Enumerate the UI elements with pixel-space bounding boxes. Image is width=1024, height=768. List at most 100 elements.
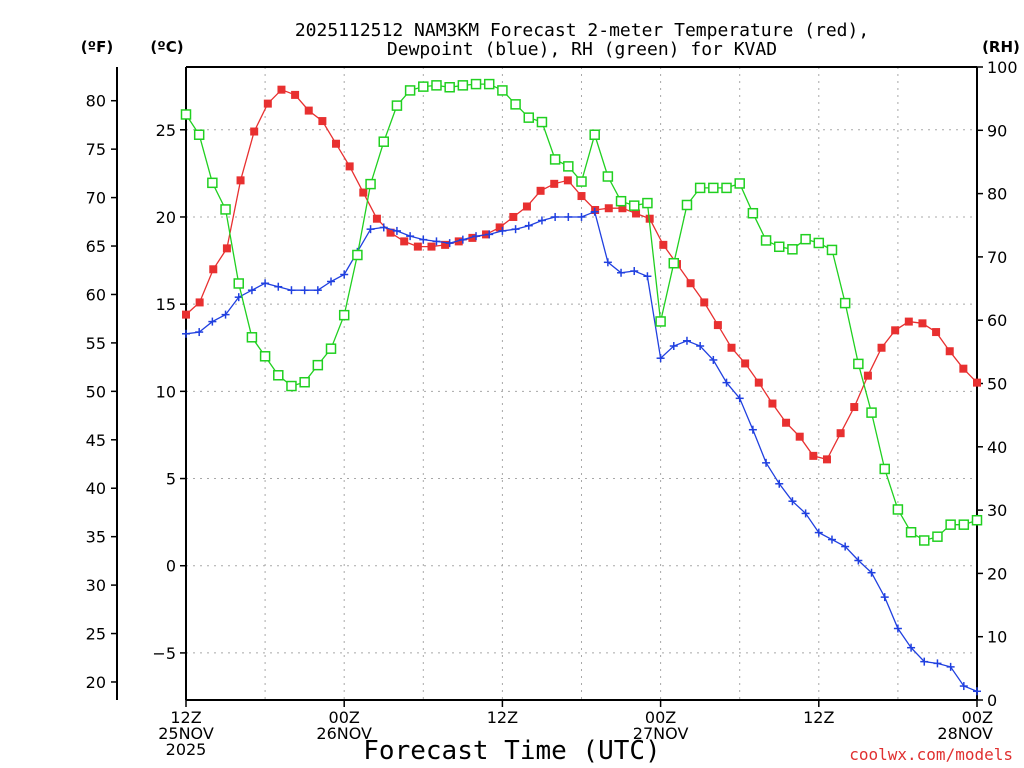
rh-tick-label: 50 [987,375,1007,394]
c-tick-label: 20 [156,208,176,227]
rh-point [945,519,956,530]
temperature-point [632,209,641,218]
x-tick-label: 00Z [962,708,993,727]
fahrenheit-unit-label: (ºF) [81,38,113,56]
rh-point [391,100,403,111]
dewpoint-point [959,682,968,691]
x-tick-label: 00Z [329,708,360,727]
temperature-point [550,179,559,188]
rh-point [207,177,218,189]
rh-tick-label: 100 [987,58,1018,77]
dewpoint-point [841,542,850,551]
rh-point [813,237,825,249]
rh-point [774,241,785,253]
x-tick-label: 12Z [803,708,834,727]
dewpoint-point [933,659,942,668]
rh-tick-label: 60 [987,311,1007,330]
temperature-point [277,85,286,94]
rh-point [655,316,666,327]
temperature-point [427,242,436,251]
temperature-point [318,117,327,126]
x-axis-title: Forecast Time (UTC) [363,736,660,766]
temperature-point [454,237,463,246]
temperature-point [236,176,245,185]
dewpoint-point [577,212,586,221]
dewpoint-point [788,497,797,506]
dewpoint-point [775,479,784,488]
rh-point [497,85,508,96]
temperature-point [209,265,218,274]
f-tick-label: 65 [86,237,106,256]
dewpoint-point [432,237,441,246]
rh-point [365,178,376,190]
temperature-point [386,228,395,237]
rh-point [853,358,864,370]
x-tick-label: 25NOV [158,724,214,743]
rh-tick-label: 0 [987,691,997,710]
temperature-point [441,240,450,249]
x-tick-label: 26NOV [316,724,372,743]
rh-point [971,514,983,526]
dewpoint-point [221,310,230,319]
rh-point [233,278,244,289]
rh-unit-label: (RH) [982,38,1020,56]
dewpoint-point [313,286,322,295]
dewpoint-point [709,355,718,364]
dewpoint-point [643,272,652,281]
rh-point [312,359,324,371]
rh-point [668,257,680,269]
x-tick-label: 12Z [170,708,201,727]
dewpoint-point [973,687,981,696]
c-tick-label: 10 [156,382,176,401]
series-rh [180,78,983,546]
dewpoint-point [762,458,771,467]
temperature-point [795,432,804,441]
temperature-point [904,317,913,326]
temperature-point [659,240,668,249]
temperature-point [263,99,272,108]
rh-point [879,463,890,475]
series-layer [180,78,983,696]
axes [111,66,983,707]
dewpoint-point [893,624,902,633]
rh-point [708,182,719,194]
chart-title-line1: 2025112512 NAM3KM Forecast 2-meter Tempe… [295,20,869,41]
dewpoint-point [406,232,415,241]
temperature-point [959,364,968,373]
c-tick-label: −5 [152,644,176,663]
rh-point [273,370,284,381]
temperature-point [836,429,845,438]
rh-tick-label: 40 [987,438,1007,457]
f-tick-label: 55 [86,334,106,353]
dewpoint-point [854,556,863,565]
dewpoint-point [300,286,309,295]
temperature-point [918,319,927,328]
x-tick-label: 00Z [645,708,676,727]
dewpoint-point [880,593,889,602]
f-tick-label: 70 [86,189,106,208]
x-tick-label: 28NOV [937,724,993,743]
dewpoint-point [814,528,823,537]
dewpoint-point [735,394,744,403]
temperature-point [522,202,531,211]
rh-point [892,504,904,515]
rh-point [510,99,521,110]
dewpoint-point [366,225,375,234]
rh-tick-label: 80 [987,185,1007,204]
rh-point [958,519,970,530]
rh-point [866,407,877,418]
rh-point [694,182,706,194]
dewpoint-point [524,221,533,230]
celsius-unit-label: (ºC) [150,38,183,56]
rh-point [615,195,627,207]
rh-point [325,343,337,354]
rh-tick-label: 90 [987,121,1007,140]
temperature-point [468,233,477,242]
rh-point [760,235,772,246]
dewpoint-point [537,216,546,225]
rh-tick-label: 70 [987,248,1007,267]
temperature-point [741,359,750,368]
temperature-point [727,343,736,352]
rh-point [589,129,600,140]
rh-point [826,244,838,256]
